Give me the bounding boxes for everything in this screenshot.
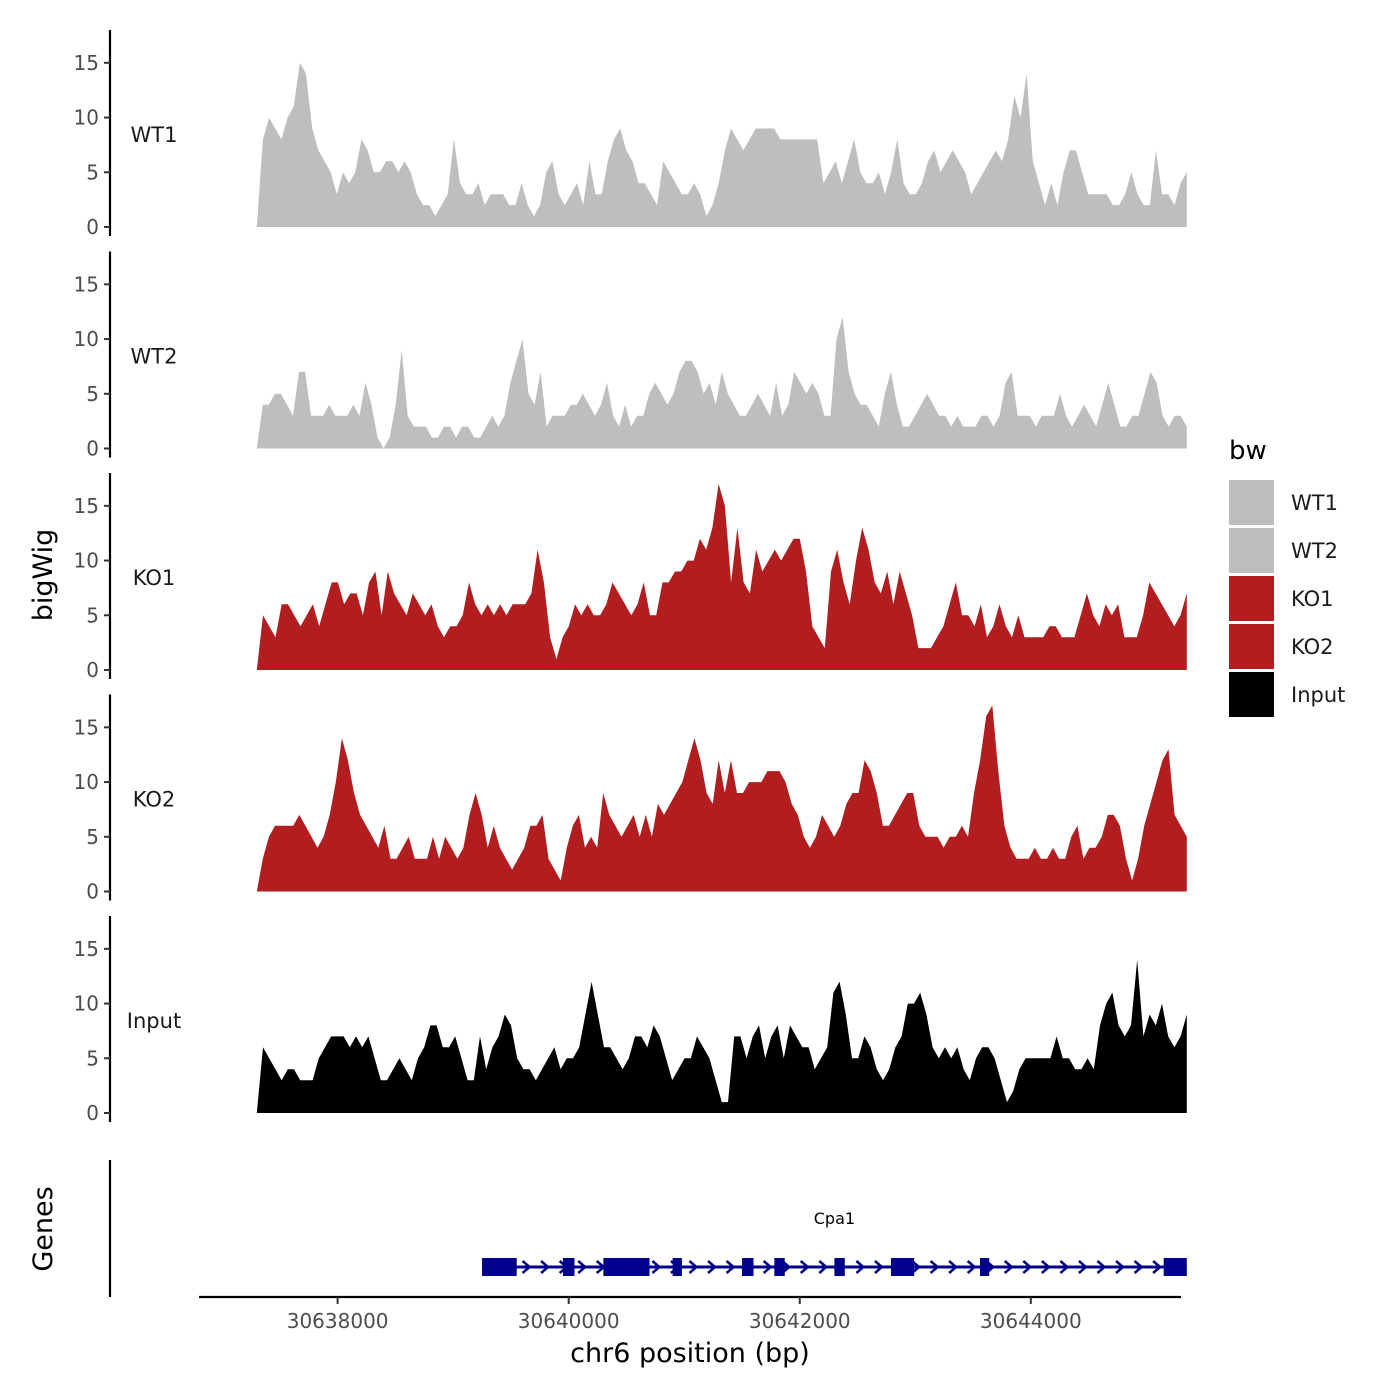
coverage-tracks: 0 5 10 15 WT1 0 5 10 15 WT2 0 5 10 15 KO1 0 5 10 15 KO2 0 5 10…	[74, 30, 1187, 1125]
y-tick-label: 5	[86, 603, 99, 627]
gene-exon	[603, 1258, 650, 1276]
strand-chevron	[1041, 1260, 1051, 1274]
y-tick-label: 5	[86, 382, 99, 406]
strand-chevron	[1096, 1260, 1107, 1274]
legend-swatch-ko1	[1229, 576, 1274, 621]
coverage-area-input	[256, 959, 1187, 1113]
x-tick-label: 30640000	[518, 1309, 620, 1333]
gene-exon	[834, 1258, 845, 1276]
legend-label-input: Input	[1291, 683, 1345, 707]
track-wt2: 0 5 10 15 WT2	[74, 251, 1187, 461]
coverage-area-ko1	[256, 483, 1187, 670]
coverage-area-wt2	[256, 317, 1187, 449]
y-tick-label: 15	[74, 272, 99, 296]
y-tick-label: 10	[74, 992, 99, 1016]
strand-chevron	[874, 1260, 884, 1274]
strand-chevron	[1133, 1260, 1144, 1274]
legend-swatch-wt1	[1229, 480, 1274, 525]
coverage-area-wt1	[256, 62, 1187, 227]
y-tick-label: 0	[86, 880, 99, 904]
legend: bw WT1 WT2 KO1 KO2 Input	[1229, 436, 1345, 717]
strand-chevron	[707, 1260, 717, 1274]
strand-chevron	[1078, 1260, 1088, 1274]
strand-chevron	[1022, 1260, 1033, 1274]
y-tick-label: 0	[86, 658, 99, 682]
gene-exon	[1163, 1258, 1187, 1276]
y-tick-label: 5	[86, 825, 99, 849]
y-tick-label: 10	[74, 549, 99, 573]
y-tick-label: 15	[74, 51, 99, 75]
strand-chevron	[1115, 1260, 1125, 1274]
gene-exon	[672, 1258, 682, 1276]
y-tick-label: 5	[86, 1046, 99, 1070]
strand-chevron	[1152, 1260, 1163, 1274]
strand-chevron	[577, 1260, 588, 1274]
legend-label-wt1: WT1	[1291, 491, 1338, 515]
y-tick-label: 5	[86, 160, 99, 184]
y-tick-label: 0	[86, 437, 99, 461]
y-axis-title: bigWig	[28, 529, 59, 622]
strand-chevron	[1003, 1260, 1014, 1274]
strand-chevron	[762, 1260, 773, 1274]
strand-chevron	[929, 1260, 940, 1274]
track-input: 0 5 10 15 Input	[74, 916, 1187, 1125]
y-tick-label: 10	[74, 770, 99, 794]
track-label: WT2	[131, 345, 178, 369]
track-label: WT1	[131, 123, 178, 147]
gene-exon	[891, 1258, 915, 1276]
legend-swatch-input	[1229, 672, 1274, 717]
track-label: KO1	[133, 566, 176, 590]
gene-exon	[482, 1258, 517, 1276]
gene-exon	[562, 1258, 575, 1276]
strand-chevron	[540, 1260, 551, 1274]
y-tick-label: 0	[86, 1101, 99, 1125]
strand-chevron	[651, 1260, 662, 1274]
strand-chevron	[818, 1260, 829, 1274]
legend-swatch-ko2	[1229, 624, 1274, 669]
legend-title: bw	[1229, 436, 1267, 466]
strand-chevron	[855, 1260, 866, 1274]
track-ko2: 0 5 10 15 KO2	[74, 694, 1187, 904]
legend-label-wt2: WT2	[1291, 539, 1338, 563]
genes-axis-title: Genes	[28, 1186, 59, 1271]
gene-track: Genes Cpa1	[28, 1160, 1187, 1297]
strand-chevron	[725, 1260, 736, 1274]
strand-chevron	[966, 1260, 977, 1274]
coverage-area-ko2	[256, 705, 1187, 892]
y-tick-label: 15	[74, 494, 99, 518]
legend-swatch-wt2	[1229, 528, 1274, 573]
strand-chevron	[521, 1260, 532, 1274]
strand-chevron	[948, 1260, 959, 1274]
x-axis-title: chr6 position (bp)	[570, 1338, 810, 1369]
y-tick-label: 0	[86, 215, 99, 239]
x-axis: 30638000 30640000 30642000 30644000	[199, 1295, 1181, 1333]
track-label: Input	[127, 1009, 181, 1033]
strand-chevron	[799, 1260, 810, 1274]
strand-chevron	[1059, 1260, 1070, 1274]
gene-name-label: Cpa1	[814, 1209, 855, 1228]
x-tick-label: 30644000	[980, 1309, 1082, 1333]
y-tick-label: 10	[74, 106, 99, 130]
track-label: KO2	[133, 788, 176, 812]
x-tick-label: 30642000	[749, 1309, 851, 1333]
strand-chevron	[911, 1260, 921, 1274]
y-tick-label: 15	[74, 715, 99, 739]
strand-chevron	[688, 1260, 699, 1274]
legend-label-ko1: KO1	[1291, 587, 1334, 611]
y-tick-label: 15	[74, 937, 99, 961]
gene-exon	[979, 1258, 990, 1276]
x-tick-label: 30638000	[287, 1309, 389, 1333]
gene-model: Cpa1	[482, 1209, 1187, 1276]
track-ko1: 0 5 10 15 KO1	[74, 473, 1187, 682]
track-wt1: 0 5 10 15 WT1	[74, 30, 1187, 239]
legend-label-ko2: KO2	[1291, 635, 1334, 659]
y-tick-label: 10	[74, 327, 99, 351]
gene-exon	[774, 1258, 785, 1276]
gene-exon	[741, 1258, 754, 1276]
